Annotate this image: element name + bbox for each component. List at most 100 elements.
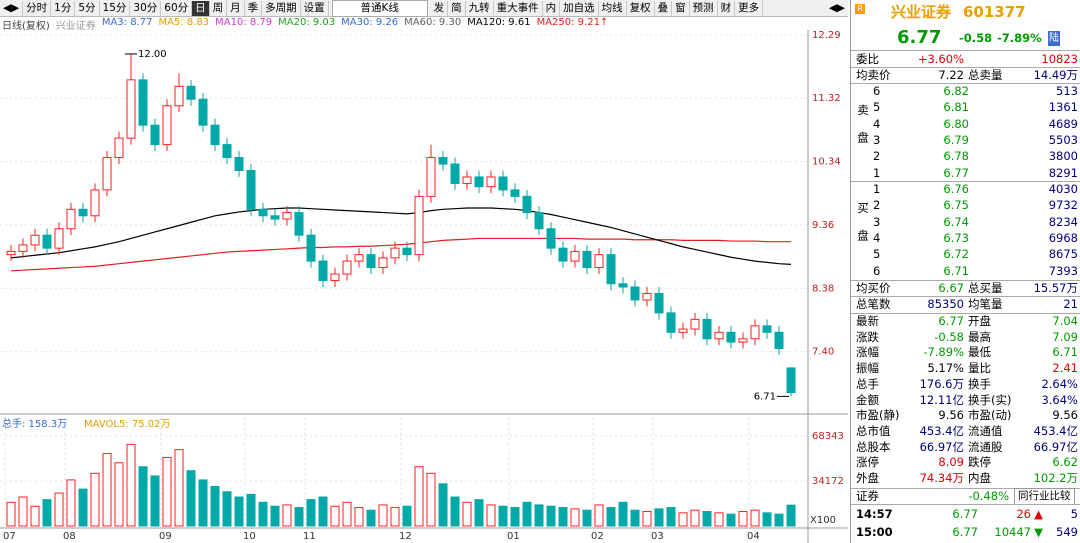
toolbar-button[interactable]: 叠 [655,0,673,16]
chart-title: 日线(复权) [2,21,50,32]
logo: R [855,4,865,14]
toolbar-button[interactable]: 发 [431,0,449,16]
volume-bar [414,466,424,527]
label: 市盈(动) [968,408,1012,423]
separator [851,296,1080,297]
candle-body [342,260,352,275]
toolbar-button[interactable]: 1分 [51,0,76,16]
value: -0.58 [934,329,964,344]
volume: 1361 [1048,100,1078,115]
toolbar-button[interactable]: 简 [448,0,466,16]
toolbar-button[interactable]: 60分 [161,0,193,16]
price: 6.71 [943,263,969,278]
value: 5.17% [927,361,964,376]
price: 6.72 [943,247,969,262]
toolbar-button[interactable]: 重大事件 [494,0,543,16]
value: 102.2万 [1033,471,1078,485]
volume-bar [246,493,256,527]
ma-legend: 日线(复权) 兴业证券 MA3: 8.77 MA5: 8.83 MA10: 8.79… [2,17,608,32]
volume-bar [654,508,664,527]
level: 4 [873,230,881,245]
volume-bar [138,466,148,527]
value: 8.09 [938,455,964,470]
toolbar-button[interactable]: 更多 [735,0,764,16]
volume-bar [282,504,292,527]
ma-line [10,207,792,265]
value: 66.97亿 [1033,439,1078,454]
toolbar-button[interactable]: 季 [245,0,263,16]
trade-arrow: ▼ [1034,525,1043,539]
volume-bar [318,496,328,527]
chart: 12.29 11.32 10.34 9.36 8.38 7.40 07 08 09 10 11 12 0… [0,30,848,543]
volume-bar [150,475,160,527]
label: 总买量 [968,281,1003,295]
value: 7.22 [938,68,964,82]
volume-bar [90,472,100,527]
candle-body [450,163,460,184]
chart-subtitle: 兴业证券 [55,21,96,32]
volume-bar [678,512,688,527]
toolbar-button[interactable]: 月 [227,0,245,16]
toolbar-button[interactable]: 周 [210,0,228,16]
trade-volume: 26 [1016,507,1031,521]
volume-bar [498,505,508,527]
trade-time: 14:57 [856,507,893,521]
label: 总卖量 [968,68,1003,82]
label: 均卖价 [856,68,891,82]
compare-button[interactable]: 同行业比较 [1014,488,1075,505]
candle-body [126,79,136,139]
volume-bar [18,496,28,527]
volume-bar [786,504,796,527]
toolbar-button[interactable]: 设置 [301,0,329,16]
value: 9.56 [1052,408,1078,423]
toolbar-button[interactable]: 5分 [75,0,100,16]
candle-body [270,215,280,220]
ma-line [10,237,791,272]
toolbar-button[interactable]: 分时 [23,0,52,16]
candle-body [306,234,316,262]
x-tick-label: 01 [507,531,520,542]
toolbar-button[interactable]: 30分 [130,0,162,16]
toolbar-button[interactable]: 加自选 [560,0,599,16]
toolbar-button[interactable]: 普通K线 [331,0,428,17]
toolbar-button[interactable]: 财 [718,0,736,16]
label: 最新 [856,314,879,328]
quote-panel: R 兴业证券 601377 6.77 -0.58 -7.89% 陆委比 +3.60% 1082… [850,0,1080,543]
toolbar-button[interactable]: 15分 [100,0,131,16]
volume-bar [114,462,124,527]
volume-bar [450,496,460,527]
volume-bar [258,501,268,527]
candle-body [762,325,772,333]
toolbar-button[interactable]: 窗 [672,0,690,16]
toolbar-button[interactable]: 多周期 [262,0,301,16]
toolbar-button[interactable]: 日 [192,0,210,16]
level: 5 [873,247,881,262]
value: 6.77 [938,314,964,328]
label: 总笔数 [856,297,891,311]
nav-arrows[interactable]: ◀▶ [0,0,24,16]
label: 最高 [968,329,991,344]
candle-body [30,234,40,246]
candle-body [642,292,652,301]
toolbar-button[interactable]: 均线 [599,0,627,16]
volume-bar [66,479,76,527]
candle-body [594,254,604,269]
volume-bar [714,512,724,527]
toolbar-button[interactable]: 内 [543,0,561,16]
toolbar-button[interactable]: 预测 [690,0,718,16]
toolbar: ◀▶ 分时 1分 5分 15分 30分 60分日周月季多周期 设置 普通K线发简九转 重大事件内加… [0,0,848,17]
volume-bar [546,505,556,527]
separator [851,50,1080,51]
toolbar-button[interactable]: 九转 [466,0,494,16]
price: 6.81 [943,100,969,115]
nav-arrows[interactable]: ◀▶ [828,1,845,14]
toolbar-button[interactable]: 复权 [627,0,655,16]
label: 换手 [968,376,991,391]
candle-body [510,189,520,197]
label: 跌停 [968,455,991,470]
candle-body [90,189,100,217]
label: 振幅 [856,361,879,376]
volume: 6968 [1048,230,1078,245]
volume-bar [438,483,448,527]
